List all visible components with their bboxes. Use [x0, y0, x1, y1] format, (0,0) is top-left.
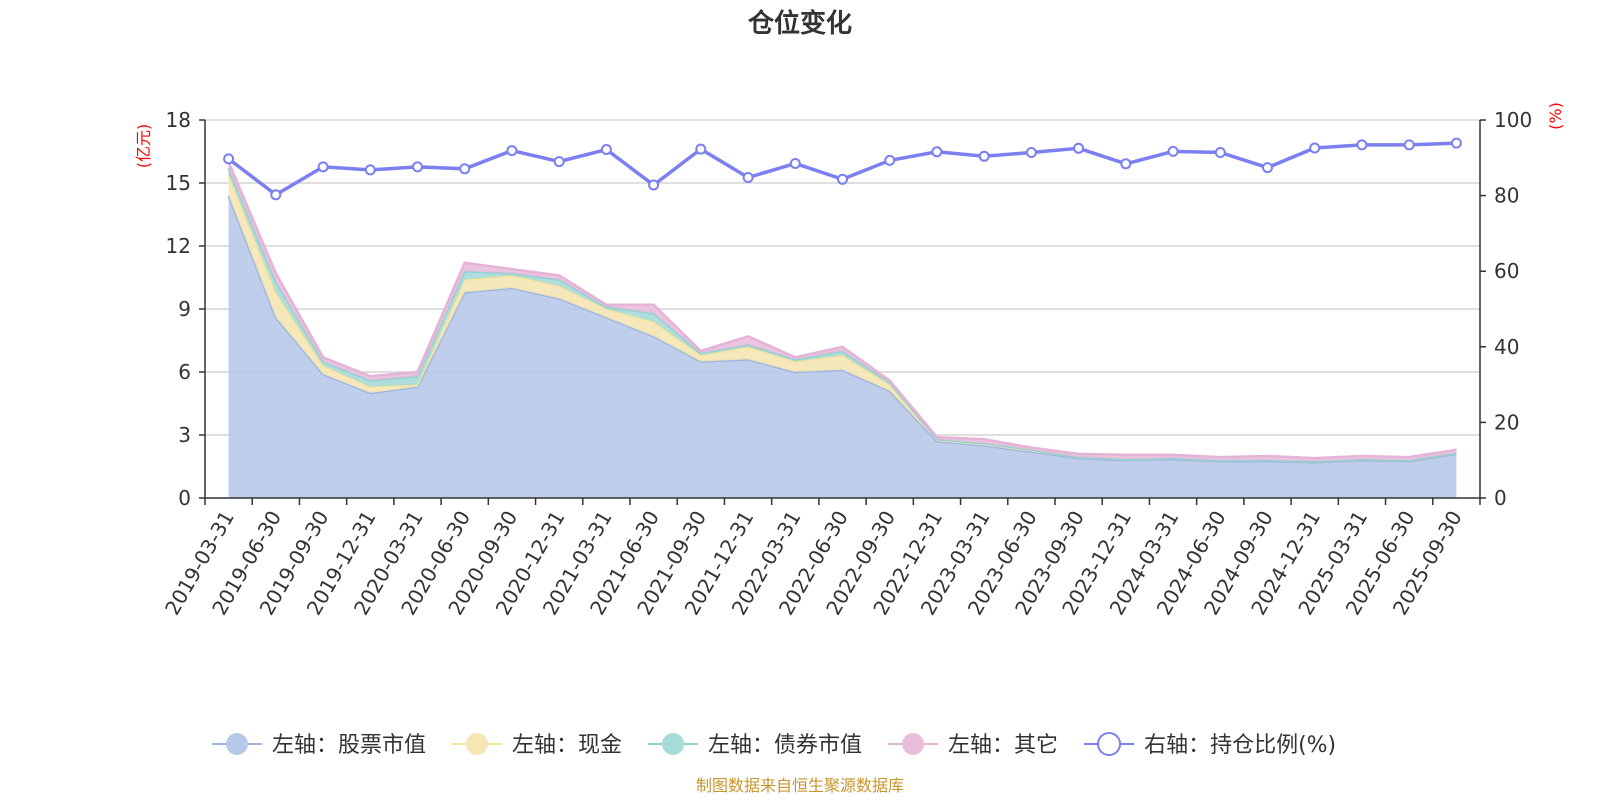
holding-ratio-point — [837, 173, 848, 185]
legend-marker-3 — [662, 733, 685, 755]
holding-ratio-point — [412, 161, 423, 173]
left-tick-label: 12 — [166, 234, 191, 258]
holding-ratio-point — [317, 161, 329, 173]
left-tick-label: 0 — [178, 486, 191, 510]
legend-marker-2 — [466, 733, 489, 755]
holding-ratio-point — [1450, 137, 1462, 149]
right-tick-label: 100 — [1494, 108, 1532, 132]
chart-title: 仓位变化 — [747, 8, 852, 39]
area-line-series-4 — [227, 161, 1457, 460]
holding-ratio-point — [1025, 147, 1037, 158]
left-tick-label: 6 — [178, 360, 191, 384]
holding-ratio-point — [978, 150, 990, 162]
right-axis-unit: (%) — [1546, 102, 1565, 130]
left-tick-label: 18 — [166, 108, 191, 132]
right-tick-label: 20 — [1494, 410, 1519, 434]
holding-ratio-point — [1167, 145, 1179, 157]
stacked-areas — [227, 161, 1457, 498]
right-tick-label: 0 — [1494, 486, 1507, 510]
legend-marker-5 — [1097, 732, 1122, 756]
holding-ratio-point — [789, 158, 801, 169]
holding-ratio-point — [1309, 142, 1321, 154]
holding-ratio-point — [1356, 139, 1368, 151]
legend-marker-4 — [902, 733, 925, 755]
right-tick-label: 60 — [1494, 259, 1519, 283]
legend-label-3: 左轴：债券市值 — [708, 733, 862, 758]
legend-label-1: 左轴：股票市值 — [272, 733, 426, 758]
holding-ratio-point — [553, 156, 565, 168]
x-axis-ticks: 2019-03-312019-06-302019-09-302019-12-31… — [160, 498, 1481, 619]
data-source-note: 制图数据来自恒生聚源数据库 — [696, 776, 904, 795]
area-series-1 — [228, 195, 1457, 498]
left-tick-label: 3 — [178, 423, 191, 447]
holding-ratio-point — [648, 179, 660, 191]
legend: 左轴：股票市值 左轴：现金 左轴：债券市值 左轴：其它 右轴：持仓比例(%) — [212, 732, 1336, 758]
holding-ratio-point — [931, 146, 943, 158]
holding-ratio-series — [223, 137, 1462, 201]
holding-ratio-point — [695, 143, 707, 155]
holding-ratio-point — [600, 144, 612, 155]
holding-ratio-point — [270, 189, 282, 201]
left-axis-ticks: 0 3 6 9 12 15 18 — [166, 108, 205, 510]
legend-marker-1 — [226, 733, 248, 755]
left-axis-unit: (亿元) — [134, 124, 153, 169]
holding-ratio-point — [1073, 142, 1085, 154]
right-axis-ticks: 0 20 40 60 80 100 — [1480, 108, 1532, 510]
legend-label-5: 右轴：持仓比例(%) — [1144, 733, 1336, 758]
right-tick-label: 80 — [1494, 184, 1519, 208]
holding-ratio-point — [1403, 139, 1415, 151]
holding-ratio-point — [742, 172, 754, 183]
holding-ratio-point — [1120, 158, 1132, 170]
holding-ratio-point — [223, 153, 235, 165]
legend-label-2: 左轴：现金 — [512, 733, 622, 758]
legend-label-4: 左轴：其它 — [948, 733, 1058, 758]
left-tick-label: 9 — [178, 297, 191, 321]
left-tick-label: 15 — [166, 171, 191, 195]
holding-ratio-point — [1262, 162, 1273, 174]
holding-ratio-point — [459, 163, 471, 175]
holding-ratio-point — [364, 164, 376, 176]
right-tick-label: 40 — [1494, 335, 1519, 359]
holding-ratio-point — [884, 154, 896, 166]
holding-ratio-point — [506, 145, 518, 157]
holding-ratio-point — [1214, 147, 1226, 158]
